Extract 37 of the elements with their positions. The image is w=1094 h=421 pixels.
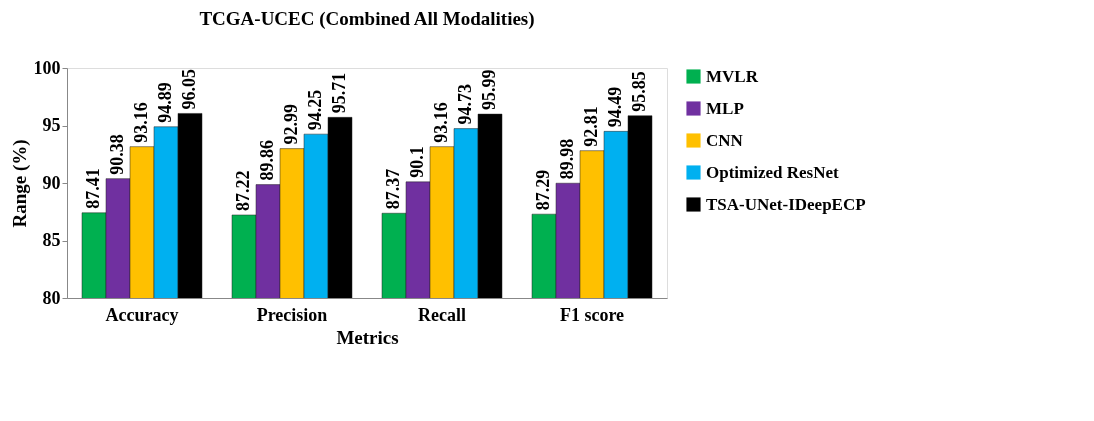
x-tick-label: Recall — [418, 304, 466, 325]
y-tick-label: 90 — [42, 172, 61, 193]
legend-label: MVLR — [706, 66, 759, 86]
data-label: 87.22 — [233, 170, 253, 211]
data-label: 89.98 — [557, 138, 577, 180]
data-label: 96.05 — [179, 68, 199, 110]
data-label: 93.16 — [131, 102, 151, 143]
chart-title: TCGA-UCEC (Combined All Modalities) — [199, 8, 535, 30]
data-label: 92.81 — [581, 106, 601, 147]
data-label: 87.37 — [383, 168, 403, 210]
x-tick-label: Precision — [256, 304, 328, 325]
data-label: 87.29 — [533, 169, 553, 211]
y-axis-title: Range (%) — [8, 139, 31, 228]
y-tick-label: 80 — [42, 287, 61, 308]
data-label: 94.49 — [605, 86, 625, 128]
x-tick-label: Accuracy — [105, 304, 179, 325]
data-label: 92.99 — [281, 104, 301, 145]
legend-label: Optimized ResNet — [706, 162, 839, 182]
data-label: 89.86 — [257, 140, 277, 181]
y-tick-label: 100 — [33, 57, 61, 78]
data-label: 95.71 — [329, 72, 349, 114]
legend-label: MLP — [706, 98, 744, 118]
data-label: 95.85 — [629, 71, 649, 112]
data-label: 87.41 — [83, 168, 103, 209]
data-label: 90.1 — [407, 146, 427, 178]
y-tick-label: 85 — [42, 230, 61, 250]
data-label: 94.73 — [455, 84, 475, 125]
legend-label: TSA-UNet-IDeepECP — [706, 194, 866, 214]
y-tick-label: 95 — [42, 115, 61, 135]
data-label: 94.25 — [305, 89, 325, 131]
x-axis-title: Metrics — [336, 326, 399, 348]
x-tick-label: F1 score — [559, 304, 625, 325]
data-label: 93.16 — [431, 102, 451, 143]
data-label: 90.38 — [107, 134, 127, 175]
data-label: 94.89 — [155, 82, 175, 123]
data-label: 95.99 — [479, 69, 499, 111]
legend-label: CNN — [706, 130, 744, 150]
